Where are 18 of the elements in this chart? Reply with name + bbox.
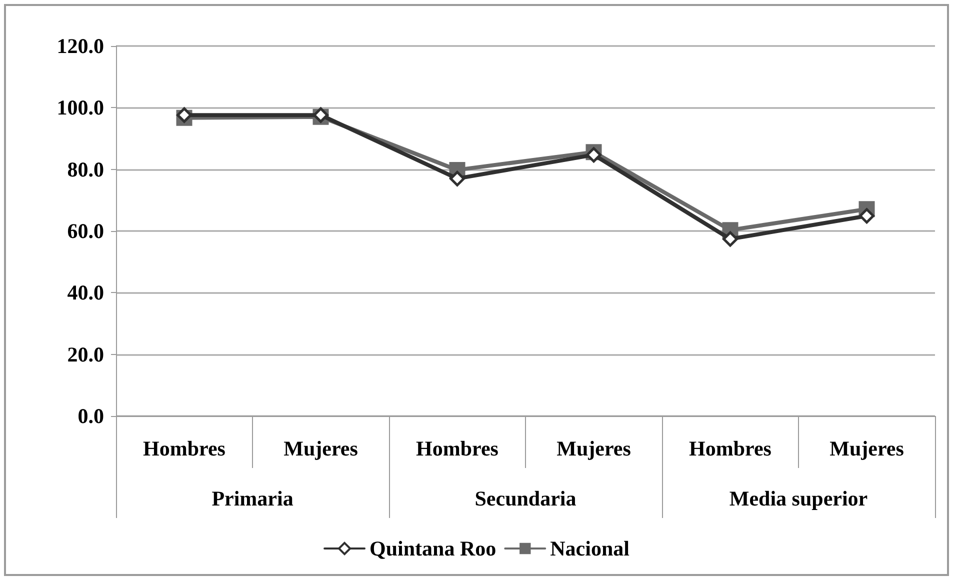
y-tick-label: 80.0	[67, 157, 104, 182]
x-tick-label: Mujeres	[556, 436, 631, 460]
text: Secundaria	[474, 486, 577, 510]
y-tick-label: 60.0	[67, 219, 104, 243]
y-tick-label: 0.0	[78, 404, 104, 428]
x-tick-label: Hombres	[416, 436, 498, 460]
x-tick-label: Hombres	[143, 436, 226, 460]
x-tick-label: Mujeres	[284, 436, 358, 460]
x-tick-label: Hombres	[689, 436, 772, 460]
y-tick-label: 40.0	[67, 280, 104, 305]
y-tick-label: 20.0	[67, 342, 104, 366]
y-tick-label: 120.0	[56, 34, 104, 58]
text: Primaria	[212, 486, 294, 510]
legend-label: Quintana Roo	[370, 536, 496, 560]
text: Media superior	[729, 486, 868, 510]
y-tick-label: 100.0	[56, 96, 104, 120]
legend-label: Nacional	[550, 536, 630, 560]
x-tick-label: Mujeres	[830, 436, 904, 460]
